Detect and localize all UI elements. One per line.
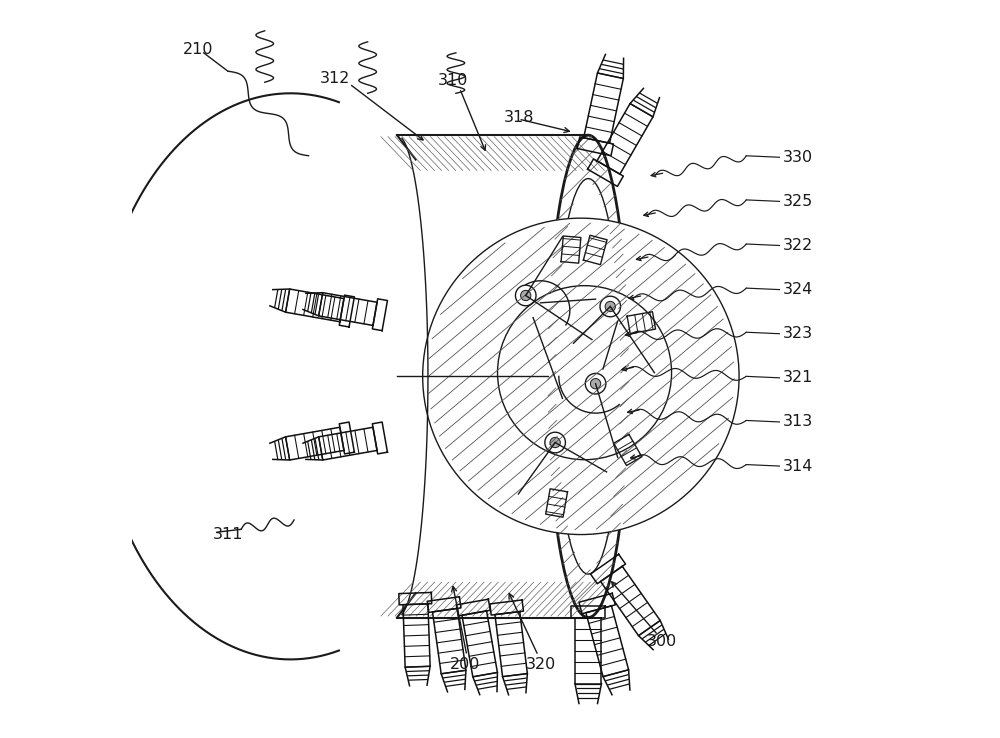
Text: 200: 200 [450, 657, 480, 672]
Text: 210: 210 [182, 41, 213, 57]
Text: 313: 313 [783, 415, 813, 430]
Circle shape [585, 373, 606, 394]
Circle shape [605, 301, 615, 311]
Text: 310: 310 [438, 73, 468, 89]
Circle shape [423, 218, 739, 534]
Text: 300: 300 [647, 633, 677, 649]
Text: 321: 321 [783, 370, 813, 385]
Text: 325: 325 [783, 194, 813, 209]
Text: 314: 314 [783, 458, 813, 474]
Circle shape [545, 432, 565, 453]
Circle shape [521, 290, 531, 300]
Circle shape [550, 438, 560, 448]
Text: 320: 320 [526, 657, 556, 672]
Text: 322: 322 [783, 238, 813, 253]
Text: 311: 311 [213, 527, 244, 542]
Text: 330: 330 [783, 150, 813, 165]
Text: 312: 312 [320, 71, 350, 86]
Text: 318: 318 [504, 110, 534, 125]
Circle shape [590, 379, 601, 389]
Text: 323: 323 [783, 326, 813, 341]
Circle shape [515, 285, 536, 306]
Text: 324: 324 [783, 282, 813, 297]
Circle shape [600, 296, 621, 317]
